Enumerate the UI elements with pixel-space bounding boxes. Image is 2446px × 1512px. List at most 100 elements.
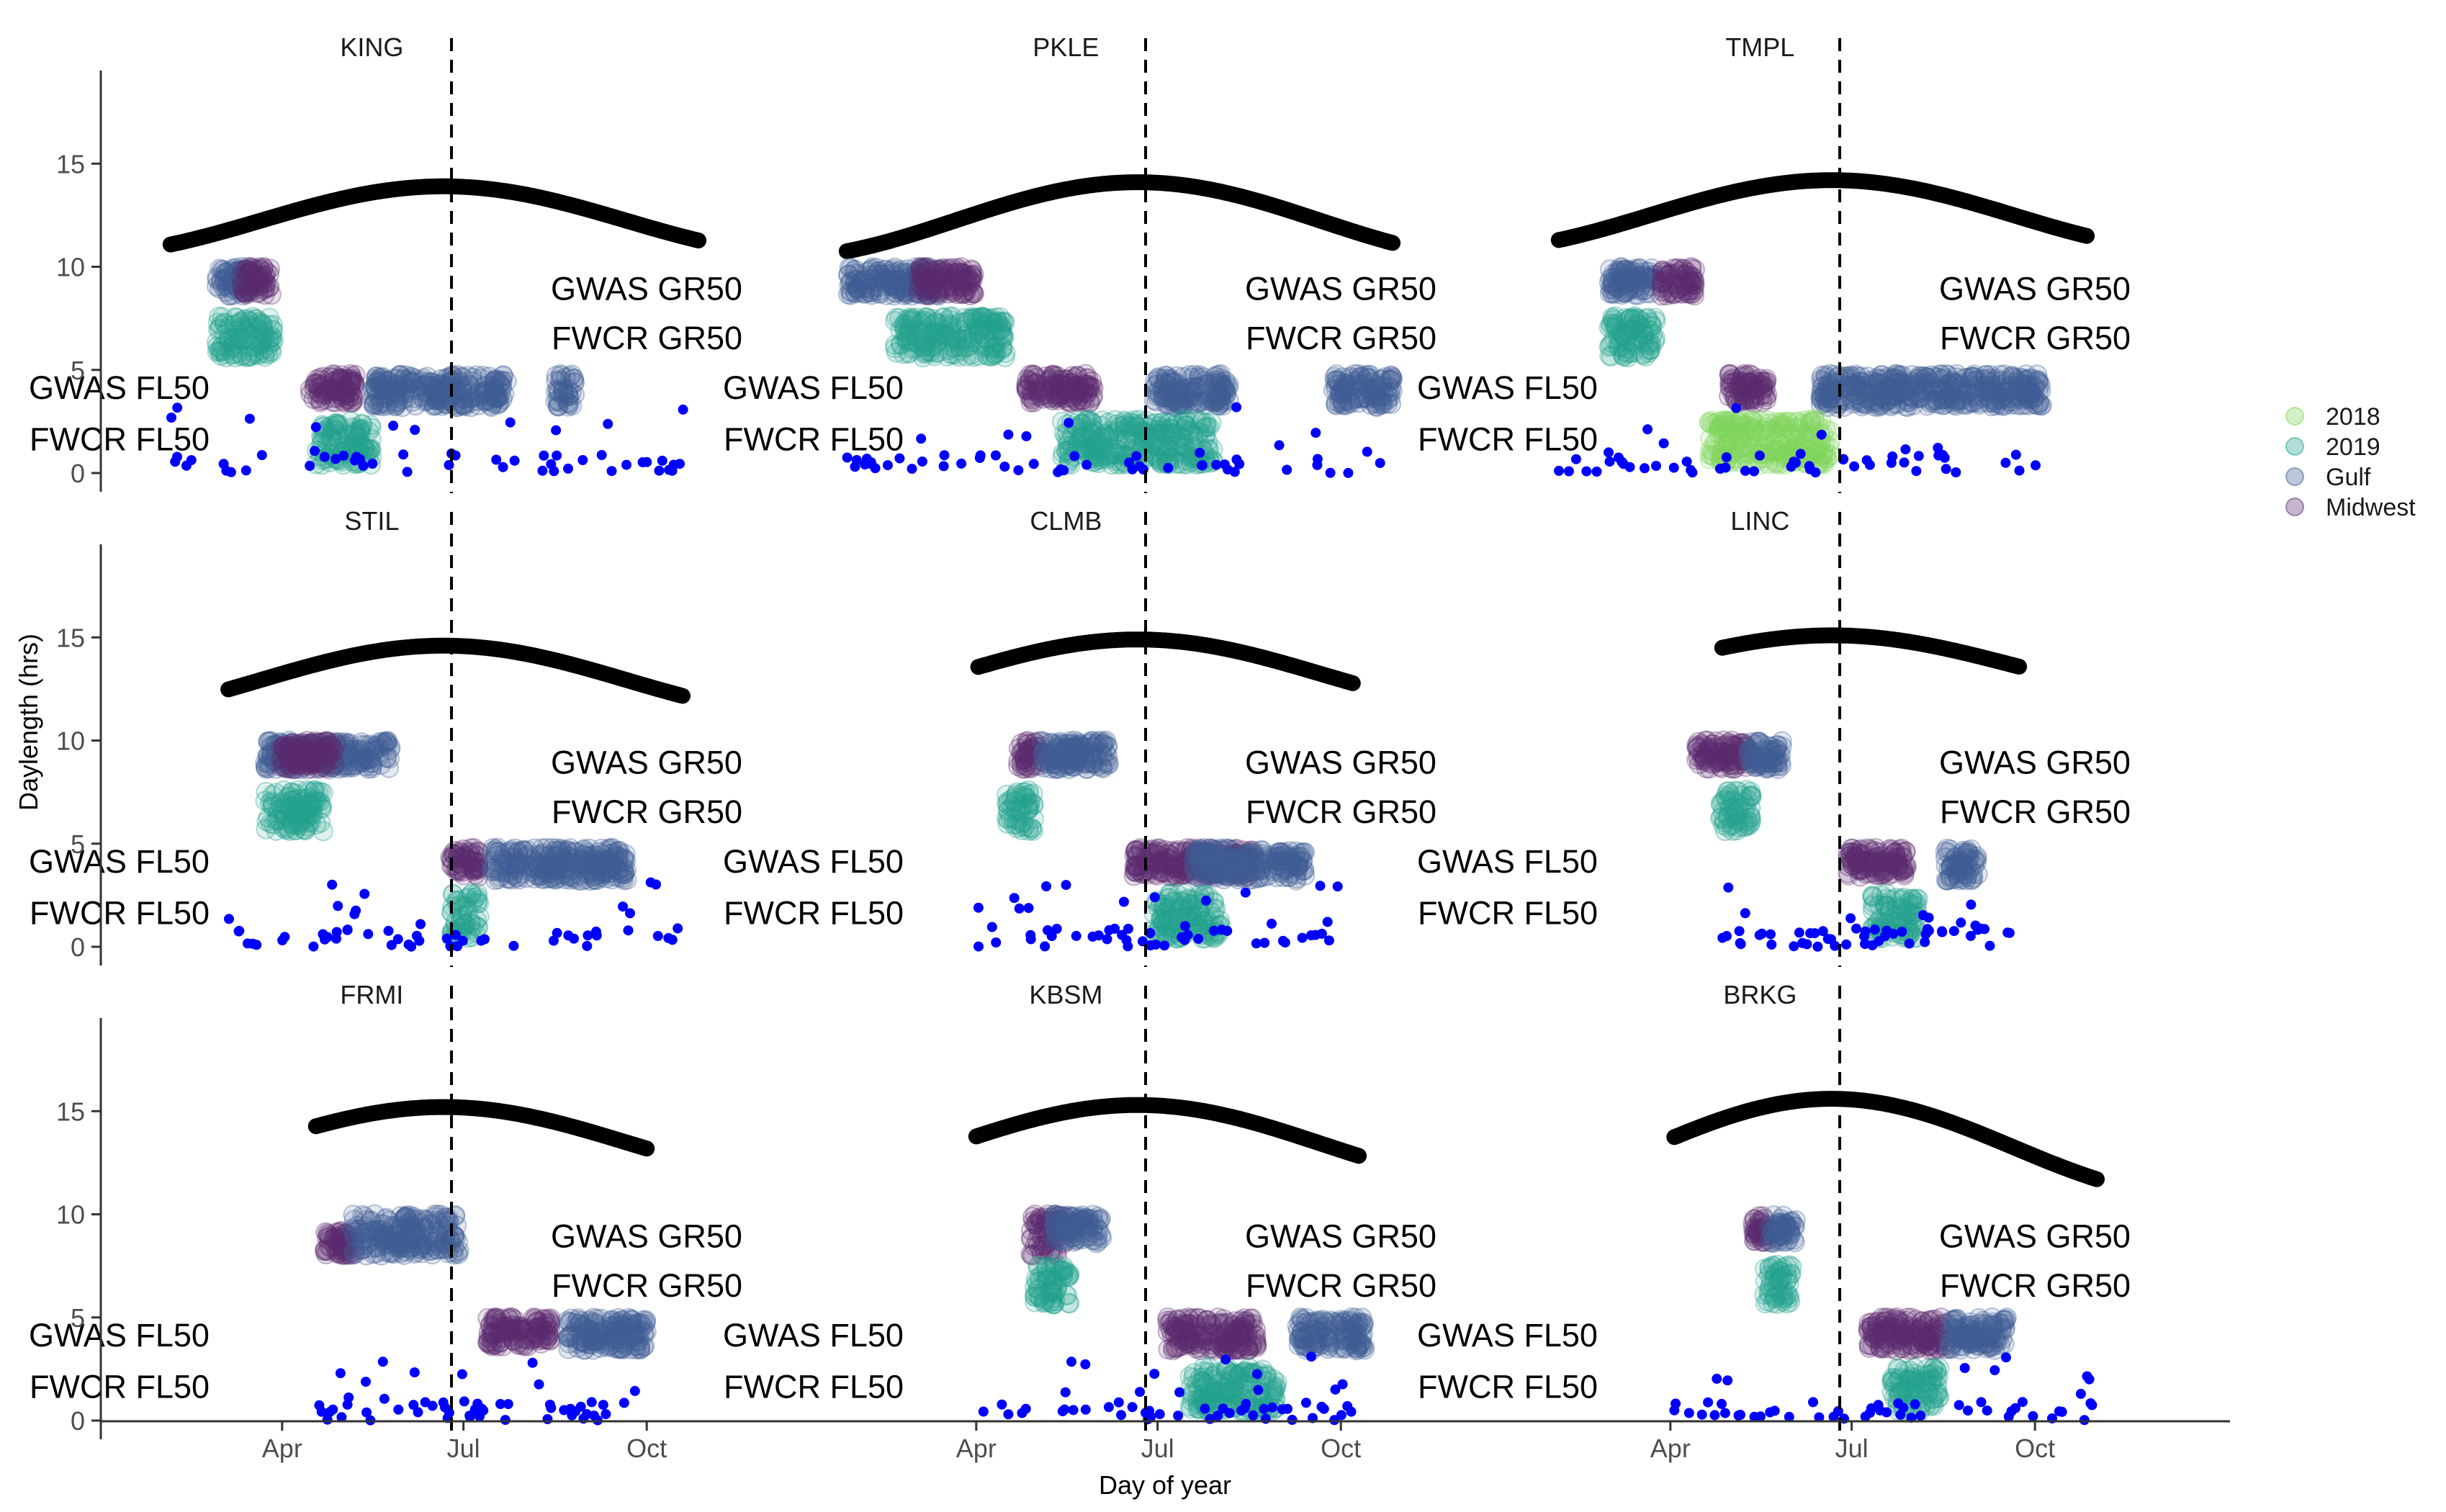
gr50-point-gulf [224,262,245,283]
daily-point [1740,465,1750,476]
daily-point [1816,429,1827,440]
gr50-point-2019 [232,329,253,350]
daily-point [907,464,917,474]
daily-point [1211,459,1222,470]
gr50-point-2019 [219,330,240,350]
gr50-point-2019 [259,329,280,350]
gr50-point-2019 [258,334,279,355]
daily-point [333,901,343,912]
gr50-point-2019 [218,328,239,348]
daily-point [552,927,562,938]
fl50-point-gulf [1370,395,1391,415]
fl50-point-gulf [367,372,387,393]
gr50-point-2019 [259,307,280,328]
gr50-point-midwest [1672,264,1693,285]
gr50-point-midwest [1014,749,1035,770]
daily-point [1749,466,1759,477]
gr50-point-2019 [240,336,261,357]
gr50-point-2019 [253,324,274,345]
gr50-point-2019 [217,318,238,339]
gr50-point-gulf [238,276,258,297]
gr50-point-2019 [249,320,269,341]
gr50-point-2019 [264,330,284,351]
gr50-point-2019 [229,313,250,334]
gr50-point-gulf [238,271,258,292]
gr50-point-2019 [230,328,251,348]
gr50-point-2019 [258,338,279,359]
fl50-point-midwest [333,392,354,413]
fl50-point-gulf [483,371,504,392]
fl50-point-2019 [1161,419,1182,439]
gr50-point-2019 [260,813,281,834]
gr50-point-midwest [251,259,272,280]
gr50-point-gulf [235,275,256,295]
gr50-point-2019 [218,331,238,351]
fl50-point-midwest [327,387,348,408]
gr50-point-midwest [253,270,274,291]
gr50-point-gulf [360,749,381,770]
fl50-point-midwest [1158,853,1178,874]
gr50-point-gulf [207,276,227,297]
gr50-point-2019 [233,319,254,340]
annotation-label: GWAS FL50 [29,843,210,880]
gr50-point-2019 [1640,312,1661,333]
daily-point [1362,446,1372,457]
fl50-point-midwest [325,392,346,413]
gr50-point-gulf [236,279,257,300]
daily-point [414,935,425,946]
fl50-point-midwest [1030,385,1051,406]
fl50-point-midwest [307,373,328,394]
gr50-point-midwest [243,258,264,279]
gr50-point-2019 [886,342,907,363]
gr50-point-midwest [235,283,256,304]
daily-point [319,451,330,462]
fl50-point-gulf [1952,376,1973,396]
gr50-point-midwest [240,263,261,284]
gr50-point-gulf [227,261,248,282]
fl50-point-gulf [1280,855,1300,876]
daily-point [551,425,562,436]
fl50-point-2019 [467,886,487,907]
daily-point [1003,429,1014,440]
gr50-point-2019 [232,346,252,366]
gr50-point-2019 [248,345,269,366]
fl50-point-2019 [360,415,381,436]
gr50-point-midwest [240,282,261,302]
daily-point [2031,460,2041,471]
fl50-point-midwest [336,369,357,390]
gr50-point-gulf [212,276,233,297]
fl50-point-midwest [1025,365,1046,386]
fl50-point-2018 [1768,440,1789,460]
gr50-point-2019 [240,318,261,338]
gr50-point-2019 [232,345,253,366]
gr50-point-gulf [213,260,234,281]
fl50-point-midwest [320,381,341,402]
fl50-point-gulf [1194,838,1215,859]
daily-point [654,465,665,476]
gr50-point-gulf [214,269,234,289]
daily-point [1325,467,1336,478]
fl50-point-gulf [577,863,598,883]
fl50-point-midwest [305,373,325,394]
gr50-point-midwest [259,276,280,297]
gr50-point-gulf [238,266,258,287]
gr50-point-2019 [259,315,280,336]
gr50-point-gulf [225,271,246,292]
annotation-label: GWAS GR50 [551,270,742,307]
gr50-point-gulf [210,258,230,279]
gr50-point-gulf [246,271,266,292]
gr50-point-2019 [244,344,265,364]
gr50-point-gulf [839,257,860,278]
gr50-point-gulf [220,274,241,295]
gr50-point-midwest [243,274,264,295]
daily-point [1913,451,1924,462]
gr50-point-midwest [253,256,274,277]
daily-point [498,462,508,472]
daylength-curve [970,631,1361,691]
gr50-point-gulf [230,265,251,286]
gr50-point-gulf [215,262,236,283]
fl50-point-gulf [1147,381,1168,402]
daily-point [1310,428,1321,438]
gr50-point-midwest [251,267,271,288]
daily-point [415,919,426,930]
